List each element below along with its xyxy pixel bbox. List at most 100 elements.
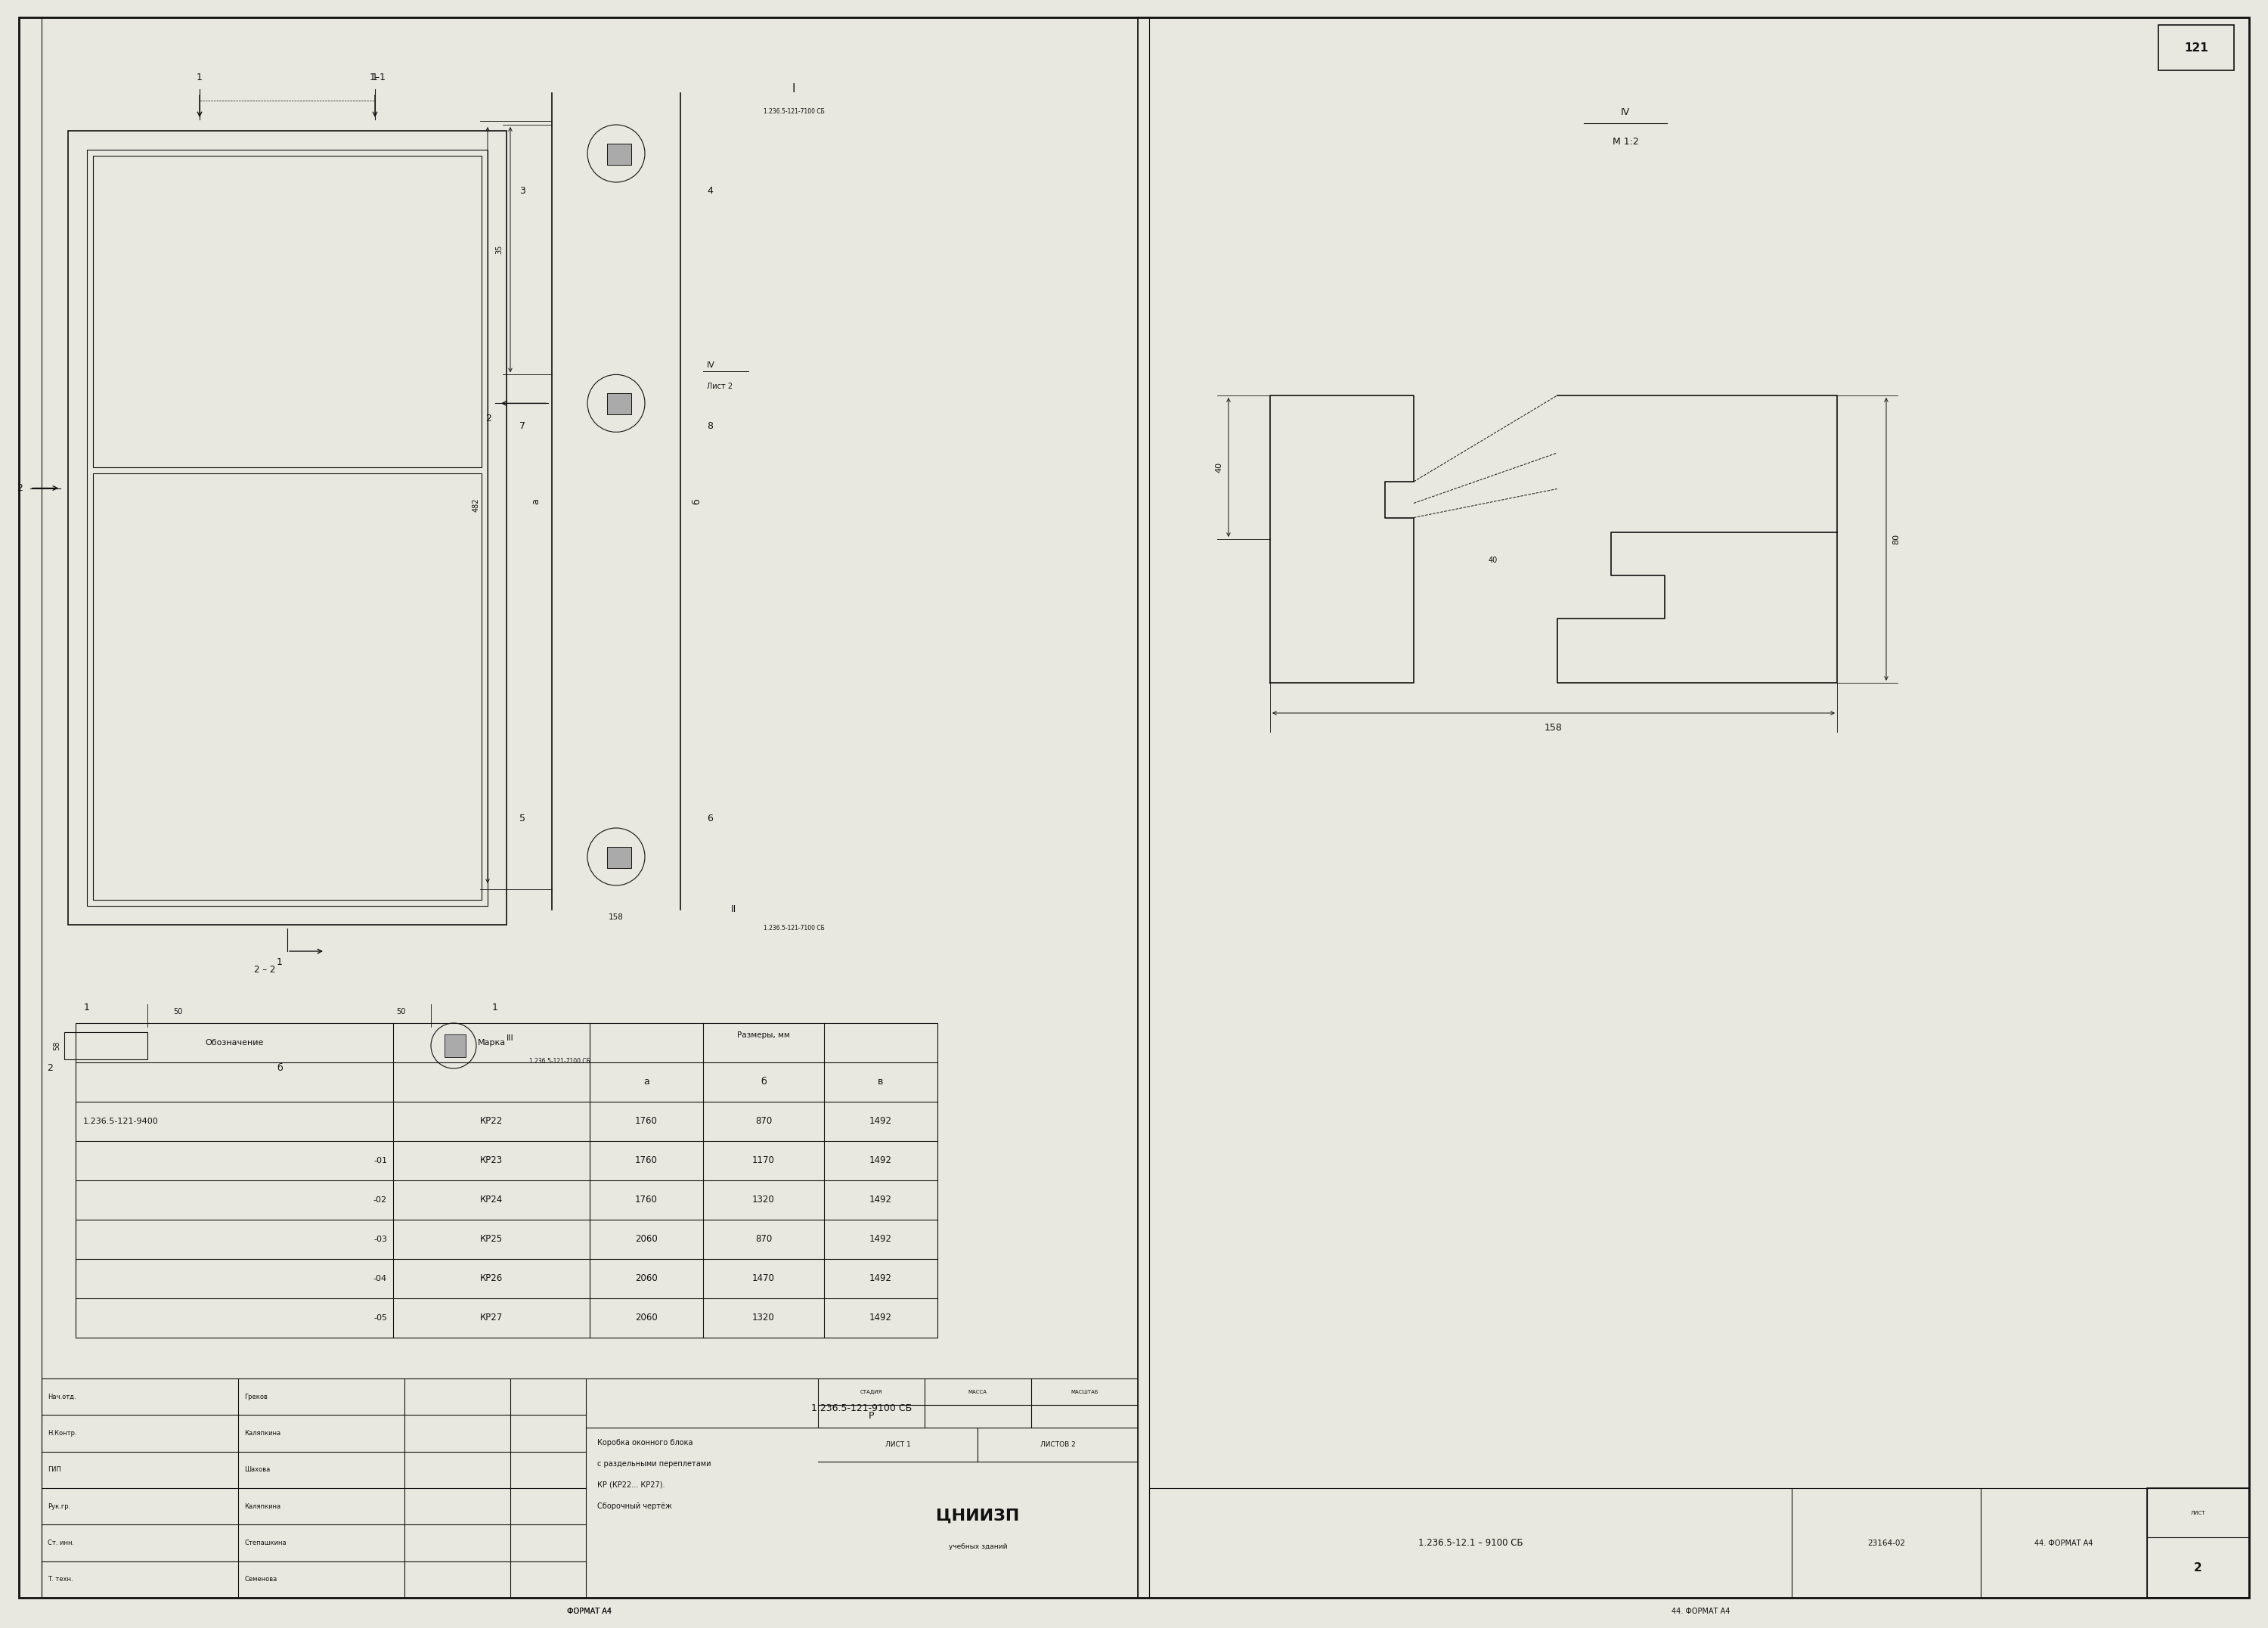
Text: 50: 50 <box>172 1008 181 1016</box>
Text: II: II <box>730 905 737 915</box>
Text: б: б <box>692 498 701 505</box>
Text: КР26: КР26 <box>481 1273 503 1283</box>
Text: 1492: 1492 <box>869 1234 891 1244</box>
Text: Размеры, мм: Размеры, мм <box>737 1031 789 1039</box>
Text: КР25: КР25 <box>481 1234 503 1244</box>
Text: 2060: 2060 <box>635 1234 658 1244</box>
Text: III: III <box>506 1034 515 1042</box>
Text: 158: 158 <box>1545 723 1563 733</box>
Text: Н.Контр.: Н.Контр. <box>48 1429 77 1436</box>
Text: 1.236.5-12.1 – 9100 СБ: 1.236.5-12.1 – 9100 СБ <box>1418 1538 1522 1548</box>
Text: 58: 58 <box>52 1040 61 1050</box>
Text: ЛИСТОВ 2: ЛИСТОВ 2 <box>1041 1441 1075 1447</box>
Text: 8: 8 <box>708 422 712 431</box>
Text: -04: -04 <box>374 1275 388 1283</box>
Text: 2060: 2060 <box>635 1314 658 1324</box>
Text: КР24: КР24 <box>481 1195 503 1205</box>
Text: 870: 870 <box>755 1234 771 1244</box>
Bar <box>608 394 631 415</box>
Text: 3: 3 <box>519 186 526 197</box>
Text: КР23: КР23 <box>481 1156 503 1166</box>
Text: -03: -03 <box>374 1236 388 1244</box>
Text: Сборочный чертёж: Сборочный чертёж <box>596 1503 671 1511</box>
Text: 35: 35 <box>494 244 503 254</box>
Text: 80: 80 <box>1892 534 1901 544</box>
Text: Семенова: Семенова <box>245 1576 277 1582</box>
Text: Марка: Марка <box>476 1039 506 1047</box>
Text: М 1:2: М 1:2 <box>1613 137 1637 147</box>
Text: Каляпкина: Каляпкина <box>245 1429 281 1436</box>
Text: в: в <box>878 1078 885 1088</box>
Text: I: I <box>792 83 796 94</box>
Bar <box>75 1022 937 1338</box>
Text: б: б <box>760 1078 767 1088</box>
Text: 1: 1 <box>84 1003 91 1013</box>
Text: Нач.отд.: Нач.отд. <box>48 1394 77 1400</box>
Text: 482: 482 <box>472 498 481 513</box>
Text: 870: 870 <box>755 1117 771 1127</box>
Text: Каляпкина: Каляпкина <box>245 1503 281 1509</box>
Text: СТАДИЯ: СТАДИЯ <box>860 1390 882 1395</box>
Text: с раздельными переплетами: с раздельными переплетами <box>596 1460 712 1468</box>
Bar <box>2159 24 2234 70</box>
Text: КР (КР22... КР27).: КР (КР22... КР27). <box>596 1481 665 1490</box>
Bar <box>41 1379 1139 1597</box>
Text: 40: 40 <box>1216 462 1222 472</box>
Text: 121: 121 <box>2184 42 2209 54</box>
Bar <box>2148 1488 2250 1537</box>
Text: 1470: 1470 <box>753 1273 776 1283</box>
Text: 40: 40 <box>1488 557 1497 565</box>
Bar <box>93 474 481 900</box>
Text: 1.236.5-121-7100 СБ: 1.236.5-121-7100 СБ <box>764 925 823 931</box>
Text: IV: IV <box>1622 107 1631 117</box>
Bar <box>608 143 631 164</box>
Bar <box>86 150 488 905</box>
Bar <box>1150 18 2250 1597</box>
Text: ЦНИИЗП: ЦНИИЗП <box>937 1509 1018 1524</box>
Text: 1760: 1760 <box>635 1156 658 1166</box>
Text: 1170: 1170 <box>753 1156 776 1166</box>
Text: IV: IV <box>708 361 714 370</box>
Text: 1: 1 <box>277 957 284 967</box>
Text: -01: -01 <box>374 1158 388 1164</box>
Text: ЛИСТ: ЛИСТ <box>2191 1511 2204 1516</box>
Text: 5: 5 <box>519 814 526 824</box>
Text: 2: 2 <box>2193 1561 2202 1573</box>
Text: б: б <box>277 1063 284 1073</box>
Text: 4: 4 <box>708 186 712 197</box>
Text: МАССА: МАССА <box>968 1390 987 1394</box>
Text: 2: 2 <box>16 484 23 493</box>
Text: 1320: 1320 <box>753 1195 776 1205</box>
Text: Рук.гр.: Рук.гр. <box>48 1503 70 1509</box>
Bar <box>2148 1488 2250 1597</box>
Text: 1320: 1320 <box>753 1314 776 1324</box>
Text: ГИП: ГИП <box>48 1467 61 1473</box>
Bar <box>64 1032 147 1060</box>
Text: 1492: 1492 <box>869 1314 891 1324</box>
Text: 2 – 2: 2 – 2 <box>254 965 274 975</box>
Text: Обозначение: Обозначение <box>204 1039 263 1047</box>
Text: 1492: 1492 <box>869 1273 891 1283</box>
Text: 23164-02: 23164-02 <box>1867 1538 1905 1547</box>
Text: 1760: 1760 <box>635 1117 658 1127</box>
Bar <box>1150 1488 2250 1597</box>
Text: 2: 2 <box>48 1063 52 1073</box>
Text: Ст. инн.: Ст. инн. <box>48 1540 75 1547</box>
Bar <box>93 156 481 467</box>
Text: 158: 158 <box>608 913 624 921</box>
Text: ФОРМАТ А4: ФОРМАТ А4 <box>567 1607 612 1615</box>
Text: 1492: 1492 <box>869 1195 891 1205</box>
Text: 1492: 1492 <box>869 1117 891 1127</box>
Text: -02: -02 <box>374 1197 388 1203</box>
Text: 44. ФОРМАТ А4: 44. ФОРМАТ А4 <box>2034 1538 2093 1547</box>
Text: Шахова: Шахова <box>245 1467 270 1473</box>
Text: КР22: КР22 <box>481 1117 503 1127</box>
Text: МАСШТАБ: МАСШТАБ <box>1070 1390 1098 1394</box>
Bar <box>68 130 506 925</box>
Text: Греков: Греков <box>245 1394 268 1400</box>
Text: Р: Р <box>869 1411 873 1421</box>
Text: ЛИСТ 1: ЛИСТ 1 <box>885 1441 909 1447</box>
Text: 1: 1 <box>372 73 379 83</box>
Text: 7: 7 <box>519 422 526 431</box>
Text: Степашкина: Степашкина <box>245 1540 286 1547</box>
